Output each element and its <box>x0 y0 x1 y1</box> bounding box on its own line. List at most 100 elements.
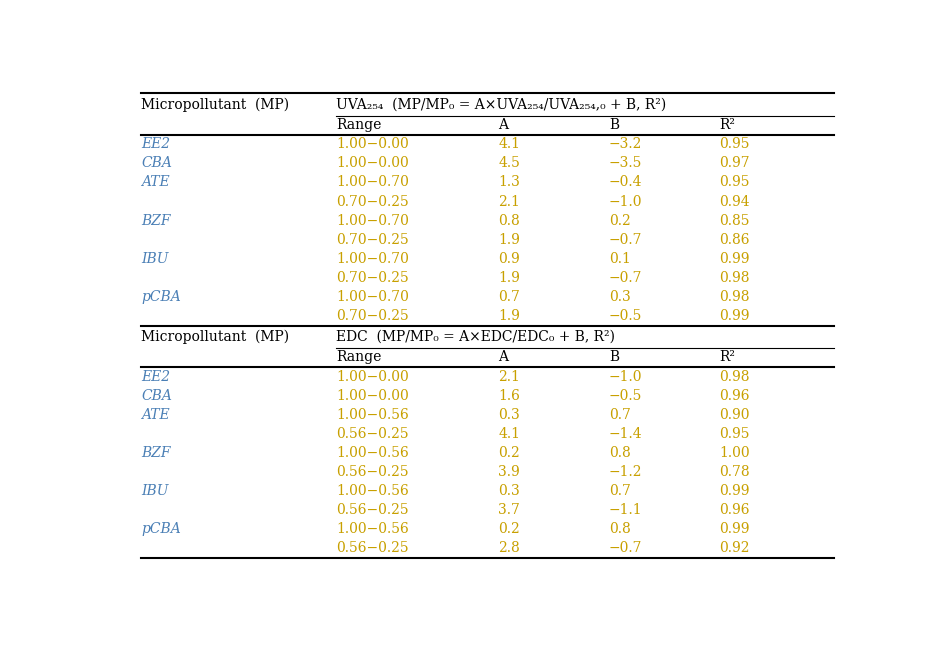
Text: 0.8: 0.8 <box>609 446 631 460</box>
Text: pCBA: pCBA <box>141 522 181 536</box>
Text: 0.92: 0.92 <box>720 541 750 556</box>
Text: 1.00−0.56: 1.00−0.56 <box>337 446 409 460</box>
Text: R²: R² <box>720 118 735 132</box>
Text: 0.99: 0.99 <box>720 309 750 323</box>
Text: B: B <box>609 351 619 364</box>
Text: −1.0: −1.0 <box>609 370 643 383</box>
Text: −0.4: −0.4 <box>609 176 643 189</box>
Text: B: B <box>609 118 619 132</box>
Text: Micropollutant  (MP): Micropollutant (MP) <box>141 330 289 344</box>
Text: 0.7: 0.7 <box>609 484 631 498</box>
Text: 0.86: 0.86 <box>720 232 750 247</box>
Text: 1.00−0.00: 1.00−0.00 <box>337 137 409 151</box>
Text: 2.1: 2.1 <box>498 370 520 383</box>
Text: 1.00−0.70: 1.00−0.70 <box>337 176 409 189</box>
Text: −0.7: −0.7 <box>609 232 643 247</box>
Text: 0.78: 0.78 <box>720 465 750 479</box>
Text: 0.96: 0.96 <box>720 389 750 403</box>
Text: −0.5: −0.5 <box>609 309 642 323</box>
Text: 0.3: 0.3 <box>498 484 520 498</box>
Text: 0.94: 0.94 <box>720 195 750 208</box>
Text: Micropollutant  (MP): Micropollutant (MP) <box>141 97 289 112</box>
Text: 3.7: 3.7 <box>498 503 520 517</box>
Text: 0.2: 0.2 <box>498 446 520 460</box>
Text: 0.95: 0.95 <box>720 137 750 151</box>
Text: 0.99: 0.99 <box>720 252 750 266</box>
Text: ATE: ATE <box>141 407 169 422</box>
Text: pCBA: pCBA <box>141 290 181 304</box>
Text: 0.56−0.25: 0.56−0.25 <box>337 541 409 556</box>
Text: 4.1: 4.1 <box>498 427 520 441</box>
Text: BZF: BZF <box>141 446 170 460</box>
Text: −0.7: −0.7 <box>609 541 643 556</box>
Text: −1.4: −1.4 <box>609 427 643 441</box>
Text: 1.00−0.00: 1.00−0.00 <box>337 370 409 383</box>
Text: 0.56−0.25: 0.56−0.25 <box>337 465 409 479</box>
Text: 4.5: 4.5 <box>498 156 520 170</box>
Text: 0.9: 0.9 <box>498 252 520 266</box>
Text: CBA: CBA <box>141 389 172 403</box>
Text: IBU: IBU <box>141 252 168 266</box>
Text: 0.2: 0.2 <box>609 214 631 228</box>
Text: −0.7: −0.7 <box>609 271 643 285</box>
Text: IBU: IBU <box>141 484 168 498</box>
Text: 0.98: 0.98 <box>720 370 750 383</box>
Text: A: A <box>498 351 509 364</box>
Text: 0.95: 0.95 <box>720 176 750 189</box>
Text: 0.96: 0.96 <box>720 503 750 517</box>
Text: 3.9: 3.9 <box>498 465 520 479</box>
Text: 0.70−0.25: 0.70−0.25 <box>337 195 409 208</box>
Text: 1.00−0.00: 1.00−0.00 <box>337 156 409 170</box>
Text: 0.90: 0.90 <box>720 407 750 422</box>
Text: UVA₂₅₄  (MP/MP₀ = A×UVA₂₅₄/UVA₂₅₄,₀ + B, R²): UVA₂₅₄ (MP/MP₀ = A×UVA₂₅₄/UVA₂₅₄,₀ + B, … <box>337 97 667 112</box>
Text: 0.98: 0.98 <box>720 271 750 285</box>
Text: 1.00: 1.00 <box>720 446 750 460</box>
Text: 0.8: 0.8 <box>609 522 631 536</box>
Text: 1.6: 1.6 <box>498 389 520 403</box>
Text: 1.00−0.56: 1.00−0.56 <box>337 407 409 422</box>
Text: BZF: BZF <box>141 214 170 228</box>
Text: −3.2: −3.2 <box>609 137 642 151</box>
Text: R²: R² <box>720 351 735 364</box>
Text: 0.56−0.25: 0.56−0.25 <box>337 427 409 441</box>
Text: 1.3: 1.3 <box>498 176 520 189</box>
Text: 1.00−0.56: 1.00−0.56 <box>337 522 409 536</box>
Text: 0.3: 0.3 <box>498 407 520 422</box>
Text: −1.2: −1.2 <box>609 465 643 479</box>
Text: 1.00−0.70: 1.00−0.70 <box>337 214 409 228</box>
Text: Range: Range <box>337 118 381 132</box>
Text: 0.1: 0.1 <box>609 252 631 266</box>
Text: EE2: EE2 <box>141 137 170 151</box>
Text: 0.3: 0.3 <box>609 290 631 304</box>
Text: Range: Range <box>337 351 381 364</box>
Text: A: A <box>498 118 509 132</box>
Text: 1.9: 1.9 <box>498 309 520 323</box>
Text: ATE: ATE <box>141 176 169 189</box>
Text: 1.9: 1.9 <box>498 232 520 247</box>
Text: −0.5: −0.5 <box>609 389 642 403</box>
Text: CBA: CBA <box>141 156 172 170</box>
Text: 0.70−0.25: 0.70−0.25 <box>337 309 409 323</box>
Text: 0.70−0.25: 0.70−0.25 <box>337 232 409 247</box>
Text: 1.00−0.00: 1.00−0.00 <box>337 389 409 403</box>
Text: EDC  (MP/MP₀ = A×EDC/EDC₀ + B, R²): EDC (MP/MP₀ = A×EDC/EDC₀ + B, R²) <box>337 330 615 343</box>
Text: 0.95: 0.95 <box>720 427 750 441</box>
Text: 0.99: 0.99 <box>720 522 750 536</box>
Text: 4.1: 4.1 <box>498 137 520 151</box>
Text: EE2: EE2 <box>141 370 170 383</box>
Text: 0.8: 0.8 <box>498 214 520 228</box>
Text: 0.70−0.25: 0.70−0.25 <box>337 271 409 285</box>
Text: 1.9: 1.9 <box>498 271 520 285</box>
Text: 0.7: 0.7 <box>498 290 520 304</box>
Text: 0.2: 0.2 <box>498 522 520 536</box>
Text: 1.00−0.56: 1.00−0.56 <box>337 484 409 498</box>
Text: 0.97: 0.97 <box>720 156 750 170</box>
Text: 1.00−0.70: 1.00−0.70 <box>337 252 409 266</box>
Text: 0.98: 0.98 <box>720 290 750 304</box>
Text: 0.7: 0.7 <box>609 407 631 422</box>
Text: 0.56−0.25: 0.56−0.25 <box>337 503 409 517</box>
Text: −3.5: −3.5 <box>609 156 642 170</box>
Text: −1.0: −1.0 <box>609 195 643 208</box>
Text: 1.00−0.70: 1.00−0.70 <box>337 290 409 304</box>
Text: 0.99: 0.99 <box>720 484 750 498</box>
